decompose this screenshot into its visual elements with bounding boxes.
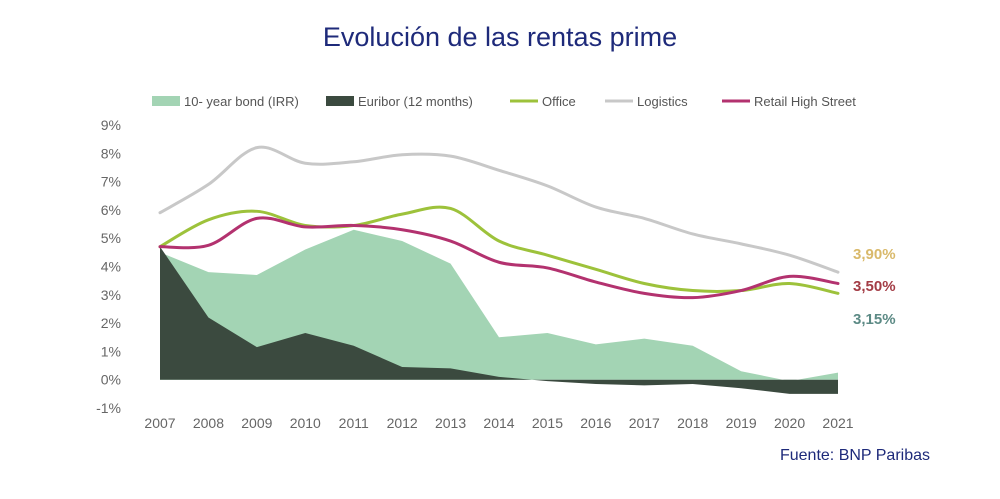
y-tick-label: 8% [101,145,121,161]
y-tick-label: 6% [101,202,121,218]
source-note: Fuente: BNP Paribas [779,447,930,464]
y-tick-label: 2% [101,315,121,331]
line-logistics [158,145,840,274]
line-retail-high-street [158,216,840,300]
legend-label: 10- year bond (IRR) [184,94,299,109]
legend-label: Retail High Street [754,94,856,109]
line-series [158,145,840,300]
legend-label: Logistics [637,94,688,109]
y-tick-label: 9% [101,117,121,133]
x-tick-label: 2011 [339,415,369,431]
value-annotation: 3,90% [853,246,896,263]
x-tick-label: 2015 [532,415,563,431]
y-tick-label: 5% [101,230,121,246]
y-tick-label: -1% [96,400,121,416]
x-tick-label: 2008 [193,415,224,431]
x-axis: 2007 2008 2009 2010 2011 2012 2013 2014 2015 2016… [144,415,853,431]
legend-swatch [326,96,354,106]
y-axis: -1% 0% 1% 2% 3% 4% 5% 6% 7% 8% 9% [96,117,121,416]
area-euribor-12-months- [160,246,838,394]
area-series [160,229,838,394]
x-tick-label: 2014 [483,415,514,431]
legend-label: Office [542,94,576,109]
line-office [158,205,840,295]
y-tick-label: 7% [101,174,121,190]
x-tick-label: 2009 [241,415,272,431]
x-tick-label: 2016 [580,415,611,431]
chart-title: Evolución de las rentas prime [322,22,678,52]
x-tick-label: 2021 [822,415,853,431]
x-tick-label: 2013 [435,415,466,431]
x-tick-label: 2012 [387,415,418,431]
y-tick-label: 3% [101,287,121,303]
x-tick-label: 2018 [677,415,708,431]
legend-swatch [152,96,180,106]
x-tick-label: 2010 [290,415,321,431]
legend: 10- year bond (IRR) Euribor (12 months) Of… [152,94,856,109]
legend-label: Euribor (12 months) [358,94,473,109]
value-annotation: 3,50% [853,278,896,295]
x-tick-label: 2007 [144,415,175,431]
value-annotation: 3,15% [853,311,896,328]
x-tick-label: 2017 [629,415,660,431]
y-tick-label: 1% [101,343,121,359]
y-tick-label: 4% [101,259,121,275]
annotations: 3,90% 3,50% 3,15% [853,246,896,328]
x-tick-label: 2020 [774,415,805,431]
y-tick-label: 0% [101,372,121,388]
x-tick-label: 2019 [726,415,757,431]
